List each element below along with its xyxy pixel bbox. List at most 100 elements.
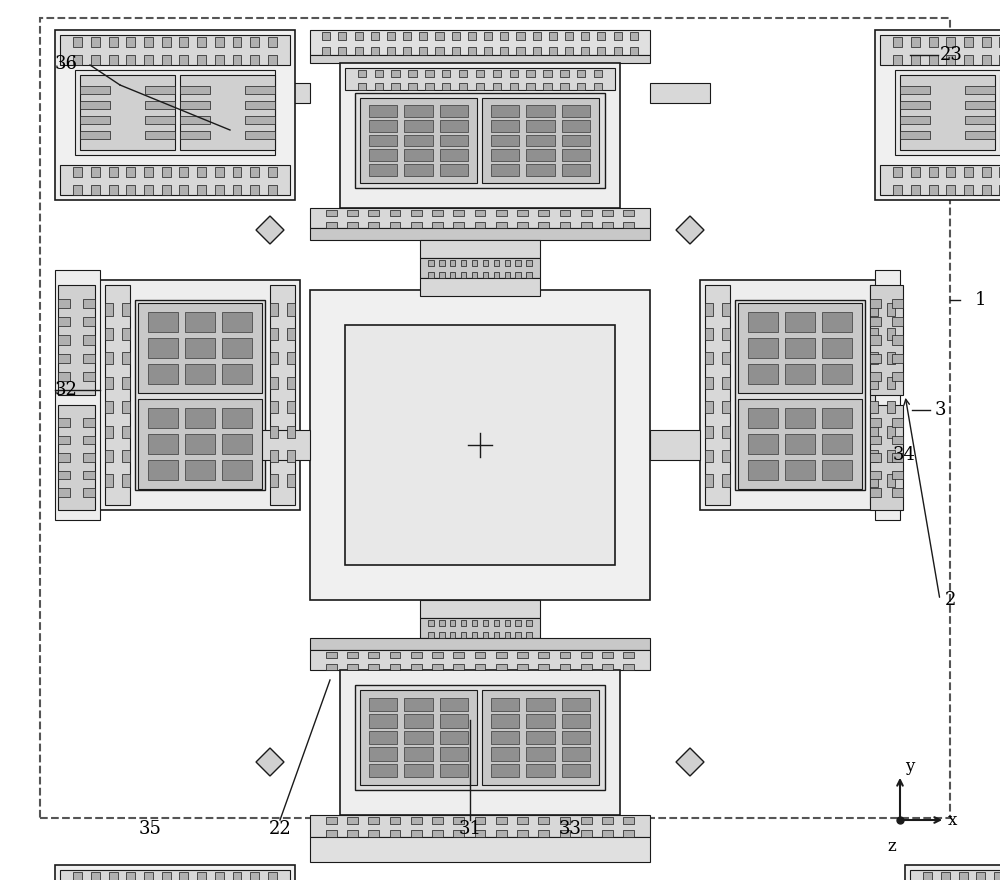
Bar — [80, 75, 175, 150]
Bar — [516, 32, 525, 40]
Bar — [80, 86, 110, 94]
Bar — [310, 30, 650, 55]
Bar — [197, 167, 206, 177]
Bar — [109, 55, 118, 65]
Bar — [345, 68, 615, 90]
Bar — [83, 436, 95, 444]
Bar — [287, 304, 295, 316]
Bar — [250, 186, 259, 195]
Bar — [875, 270, 900, 520]
Bar — [369, 150, 397, 161]
Bar — [138, 303, 262, 393]
Bar — [440, 106, 468, 117]
Bar — [326, 651, 337, 658]
Bar — [185, 338, 215, 358]
Bar — [232, 55, 241, 65]
Bar — [122, 327, 130, 340]
Bar — [526, 272, 532, 278]
Bar — [310, 208, 650, 228]
Bar — [526, 106, 555, 117]
Bar — [145, 86, 175, 94]
Bar — [526, 747, 555, 761]
Bar — [420, 278, 540, 296]
Bar — [870, 488, 881, 497]
Bar — [887, 352, 895, 364]
Bar — [491, 106, 519, 117]
Bar — [505, 632, 510, 638]
Bar — [494, 632, 499, 638]
Bar — [650, 83, 710, 103]
Bar — [55, 30, 295, 200]
Bar — [562, 715, 590, 728]
Bar — [581, 664, 592, 670]
Bar — [517, 817, 528, 824]
Bar — [180, 101, 210, 109]
Bar — [472, 272, 477, 278]
Bar — [493, 83, 501, 90]
Bar — [496, 651, 507, 658]
Bar — [526, 620, 532, 626]
Bar — [946, 37, 955, 47]
Bar — [404, 106, 433, 117]
Bar — [929, 186, 938, 195]
Bar — [892, 488, 903, 497]
Bar — [822, 338, 852, 358]
Bar — [887, 304, 895, 316]
Bar — [185, 363, 215, 385]
Bar — [533, 32, 541, 40]
Bar — [197, 186, 206, 195]
Bar — [526, 764, 555, 778]
Bar — [560, 70, 569, 77]
Bar — [411, 222, 422, 228]
Bar — [105, 352, 113, 364]
Bar — [484, 47, 492, 55]
Bar — [411, 664, 422, 670]
Bar — [500, 47, 508, 55]
Bar — [722, 450, 730, 462]
Bar — [58, 418, 70, 427]
Bar — [404, 764, 433, 778]
Bar — [526, 715, 555, 728]
Bar — [428, 272, 434, 278]
Bar — [870, 471, 881, 480]
Bar — [369, 715, 397, 728]
Bar — [496, 817, 507, 824]
Bar — [245, 131, 275, 139]
Bar — [887, 450, 895, 462]
Bar — [870, 377, 878, 389]
Bar — [232, 186, 241, 195]
Bar — [404, 120, 433, 132]
Bar — [496, 664, 507, 670]
Bar — [250, 167, 259, 177]
Bar — [162, 55, 171, 65]
Bar — [148, 459, 178, 480]
Bar — [892, 298, 903, 308]
Bar — [650, 430, 700, 460]
Bar — [887, 327, 895, 340]
Bar — [594, 83, 602, 90]
Bar — [496, 222, 507, 228]
Bar — [60, 165, 290, 195]
Bar — [893, 37, 902, 47]
Bar — [602, 651, 613, 658]
Bar — [560, 83, 569, 90]
Bar — [549, 47, 557, 55]
Bar — [533, 47, 541, 55]
Bar — [705, 285, 730, 505]
Bar — [215, 55, 224, 65]
Bar — [58, 488, 70, 497]
Bar — [419, 32, 427, 40]
Bar — [964, 167, 973, 177]
Bar — [358, 70, 366, 77]
Bar — [560, 830, 570, 837]
Text: 34: 34 — [893, 446, 916, 464]
Bar — [538, 830, 549, 837]
Bar — [581, 209, 592, 216]
Bar — [180, 116, 210, 124]
Bar — [105, 474, 113, 487]
Bar — [923, 872, 932, 880]
Bar — [126, 55, 135, 65]
Bar — [222, 312, 252, 333]
Bar — [340, 63, 620, 208]
Bar — [560, 664, 570, 670]
